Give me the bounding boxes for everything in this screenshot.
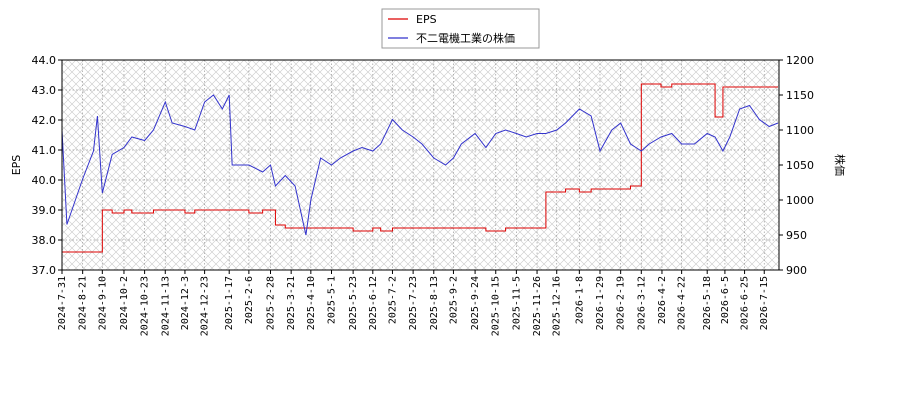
plot-background [62, 60, 779, 270]
y-tick-label: 43.0 [32, 84, 57, 97]
x-tick-label: 2024-8-21 [78, 276, 89, 330]
x-tick-label: 2026-2-19 [616, 276, 627, 330]
x-tick-label: 2026-7-15 [759, 276, 770, 330]
y2-tick-label: 950 [786, 229, 807, 242]
y-tick-label: 39.0 [32, 204, 57, 217]
legend: EPS 不二電機工業の株価 [381, 8, 540, 49]
x-tick-label: 2024-7-31 [57, 276, 68, 330]
x-tick-label: 2025-4-10 [306, 276, 317, 330]
x-tick-label: 2025-9-2 [448, 276, 459, 324]
x-tick-label: 2025-3-21 [286, 276, 297, 330]
y-tick-label: 40.0 [32, 174, 57, 187]
x-tick-label: 2026-4-22 [677, 276, 688, 330]
x-tick-label: 2026-1-8 [574, 276, 585, 324]
x-tick-label: 2024-10-2 [119, 276, 130, 330]
x-tick-label: 2026-6-25 [740, 276, 751, 330]
plot-frame [61, 59, 780, 271]
x-tick-label: 2025-10-15 [491, 276, 502, 336]
x-tick-label: 2024-12-3 [180, 276, 191, 330]
x-tick-label: 2025-2-28 [266, 276, 277, 330]
x-tick-label: 2025-6-12 [368, 276, 379, 330]
series-line [62, 83, 779, 253]
y2-tick-label: 1150 [786, 89, 814, 102]
x-tick-label: 2026-1-29 [595, 276, 606, 330]
x-tick-label: 2024-12-23 [200, 276, 211, 336]
series-line [61, 94, 779, 236]
y2-tick-label: 1100 [786, 124, 814, 137]
y2-tick-label: 1050 [786, 159, 814, 172]
x-tick-label: 2025-5-1 [326, 276, 337, 324]
x-tick-label: 2025-1-17 [224, 276, 235, 330]
x-tick-label: 2025-11-26 [532, 276, 543, 336]
y-tick-label: 44.0 [32, 54, 57, 67]
y-tick-label: 37.0 [32, 264, 57, 277]
y-tick-label: 38.0 [32, 234, 57, 247]
x-tick-label: 2025-7-2 [387, 276, 398, 324]
legend-label: EPS [416, 13, 437, 26]
x-tick-label: 2026-5-18 [702, 276, 713, 330]
y-tick-label: 41.0 [32, 144, 57, 157]
x-tick-label: 2024-10-23 [140, 276, 151, 336]
x-tick-label: 2026-6-5 [720, 276, 731, 324]
y2-axis-label: 株価 [833, 154, 847, 176]
x-tick-label: 2025-7-23 [408, 276, 419, 330]
y2-tick-label: 900 [786, 264, 807, 277]
x-tick-label: 2025-2-6 [244, 276, 255, 324]
legend-box [381, 8, 540, 49]
x-tick-label: 2025-12-16 [552, 276, 563, 336]
legend-label: 不二電機工業の株価 [416, 31, 515, 45]
x-tick-label: 2025-5-23 [348, 276, 359, 330]
x-tick-label: 2024-9-10 [97, 276, 108, 330]
x-tick-label: 2026-4-2 [657, 276, 668, 324]
y2-tick-label: 1000 [786, 194, 814, 207]
y-tick-label: 42.0 [32, 114, 57, 127]
x-tick-label: 2025-9-24 [470, 276, 481, 330]
x-tick-label: 2025-11-5 [511, 276, 522, 330]
x-tick-label: 2026-3-12 [636, 276, 647, 330]
x-tick-label: 2025-8-13 [429, 276, 440, 330]
x-tick-label: 2024-11-13 [160, 276, 171, 336]
y2-tick-label: 1200 [786, 54, 814, 67]
y-axis-label: EPS [10, 155, 23, 176]
